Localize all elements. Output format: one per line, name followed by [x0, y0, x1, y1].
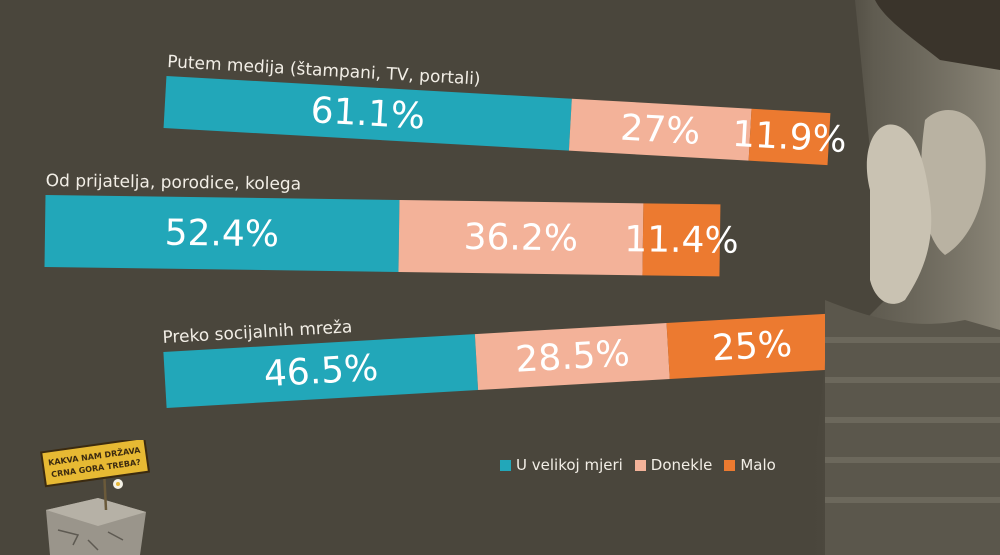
bar-segment-donekle-3: 28.5%: [475, 323, 670, 390]
data-label-u-velikoj-mjeri-1: 61.1%: [309, 89, 427, 138]
bar-segment-u-velikoj-mjeri-2: 52.4%: [44, 195, 400, 272]
bar-row-1: Putem medija (štampani, TV, portali) 61.1…: [163, 52, 848, 166]
legend-swatch-u-velikoj-mjeri: [500, 459, 511, 471]
legend-label-donekle: Donekle: [650, 456, 713, 474]
category-label-2: Od prijatelja, porodice, kolega: [45, 171, 302, 195]
legend-label-malo: Malo: [740, 456, 776, 474]
legend-label-u-velikoj-mjeri: U velikoj mjeri: [516, 456, 623, 474]
data-label-donekle-1: 27%: [619, 106, 702, 153]
logo-sign: KAKVA NAM DRŽAVA CRNA GORA TREBA?: [40, 440, 151, 555]
data-label-donekle-2: 36.2%: [463, 216, 579, 259]
stacked-bar-2: 52.4% 36.2% 11.4%: [44, 195, 739, 277]
bar-row-2: Od prijatelja, porodice, kolega 52.4% 36.2…: [44, 171, 739, 277]
data-label-malo-2: 11.4%: [623, 218, 739, 262]
legend-item-donekle: Donekle: [634, 456, 713, 474]
legend-swatch-malo: [724, 459, 736, 471]
data-label-u-velikoj-mjeri-2: 52.4%: [164, 212, 280, 255]
legend: U velikoj mjeri Donekle Malo: [500, 456, 776, 474]
legend-swatch-donekle: [634, 459, 646, 471]
data-label-donekle-3: 28.5%: [514, 332, 631, 381]
bar-segment-malo-2: 11.4%: [624, 203, 739, 277]
bar-segment-donekle-1: 27%: [569, 98, 752, 161]
legend-item-u-velikoj-mjeri: U velikoj mjeri: [500, 456, 623, 474]
bar-segment-donekle-2: 36.2%: [398, 199, 644, 276]
legend-item-malo: Malo: [724, 456, 776, 474]
data-label-u-velikoj-mjeri-3: 46.5%: [262, 347, 380, 395]
stacked-bar-1: 61.1% 27% 11.9%: [163, 76, 848, 166]
bar-row-3: Preko socijalnih mreža 46.5% 28.5% 25%: [162, 313, 838, 408]
listening-man-photo: [805, 0, 1000, 555]
bar-segment-u-velikoj-mjeri-1: 61.1%: [163, 76, 573, 151]
